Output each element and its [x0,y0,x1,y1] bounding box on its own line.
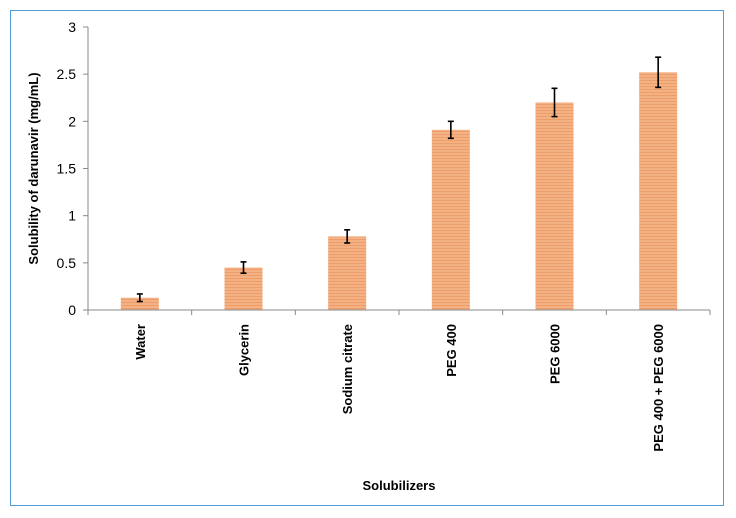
error-bar [344,229,351,244]
bar [639,72,678,310]
x-category-label: PEG 400 [444,324,459,377]
bar [535,102,574,310]
y-tick-label: 2.5 [57,66,77,82]
y-axis-title: Solubility of darunavir (mg/mL) [26,72,41,264]
error-bar [136,293,143,303]
bar [120,297,159,310]
y-tick-label: 1 [68,208,76,224]
x-category-label: Water [133,324,148,360]
error-bar [551,87,558,118]
error-bar [655,56,662,89]
y-tick-label: 0.5 [57,255,77,271]
y-tick-label: 1.5 [57,161,77,177]
x-category-label: PEG 400 + PEG 6000 [651,324,666,452]
chart-frame [10,10,724,506]
x-category-label: Glycerin [237,324,252,376]
x-category-label: PEG 6000 [548,324,563,384]
bar [328,236,367,310]
x-axis-title: Solubilizers [363,478,436,493]
y-tick-label: 3 [68,19,76,35]
y-tick-label: 2 [68,113,76,129]
x-category-label: Sodium citrate [340,324,355,414]
bar [431,129,470,310]
error-bar [240,261,247,275]
y-tick-label: 0 [68,302,76,318]
bar [224,267,263,310]
error-bar [447,120,454,140]
